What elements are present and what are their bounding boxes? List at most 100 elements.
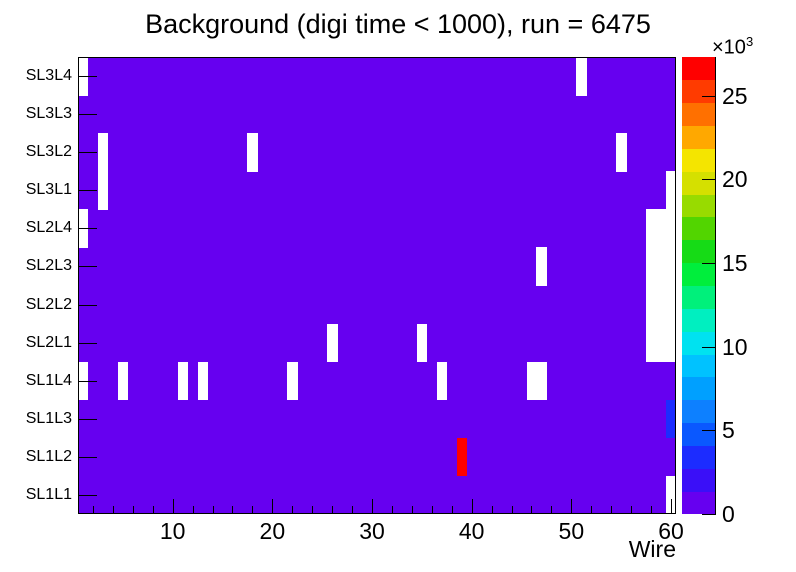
colorbar-segment — [682, 239, 715, 264]
y-axis-tick — [78, 152, 97, 154]
x-axis-minor-tick — [451, 506, 453, 513]
colorbar-segment — [682, 57, 715, 81]
plot-background — [78, 57, 676, 514]
y-axis-label: SL1L3 — [25, 409, 72, 427]
colorbar-axis-line — [715, 57, 716, 514]
colorbar-segment — [682, 262, 715, 286]
x-axis-minor-tick — [112, 506, 114, 513]
y-axis-label: SL2L4 — [25, 219, 72, 237]
y-axis-tick — [78, 418, 97, 420]
y-axis-label: SL1L1 — [25, 485, 72, 503]
x-axis-minor-tick — [611, 506, 613, 513]
heatmap-bin-hot — [666, 399, 677, 439]
heatmap-bin-empty — [666, 171, 677, 210]
colorbar-tick-label: 20 — [722, 166, 748, 193]
heatmap-bin-empty — [536, 361, 547, 401]
y-axis-label: SL1L4 — [25, 371, 72, 389]
x-axis-minor-tick — [192, 506, 194, 513]
heatmap-bin-empty — [646, 247, 657, 286]
plot-frame — [78, 57, 676, 514]
colorbar-segment — [682, 194, 715, 218]
y-axis-tick — [78, 266, 97, 268]
colorbar-segment — [682, 422, 715, 446]
heatmap-bin-empty — [97, 133, 109, 172]
heatmap-bin-empty — [646, 285, 657, 325]
colorbar-segment — [682, 331, 715, 355]
y-axis-tick — [78, 228, 97, 230]
colorbar-segment — [682, 79, 715, 104]
y-axis-tick — [78, 304, 97, 306]
heatmap-bin-empty — [526, 361, 537, 401]
y-axis-label: SL3L2 — [25, 143, 72, 161]
colorbar-tick — [702, 179, 716, 181]
colorbar-segment — [682, 354, 715, 378]
heatmap-bin-empty — [327, 323, 338, 363]
x-axis-minor-tick — [232, 506, 234, 513]
heatmap-bin-empty — [536, 247, 547, 286]
y-axis-tick — [78, 114, 97, 116]
heatmap-bin-empty — [646, 323, 657, 363]
x-axis-major-tick — [272, 499, 274, 513]
heatmap-bin-empty — [287, 361, 298, 401]
x-axis-minor-tick — [212, 506, 214, 513]
x-axis-minor-tick — [292, 506, 294, 513]
heatmap-bin-hot — [456, 437, 468, 477]
x-axis-minor-tick — [352, 506, 354, 513]
colorbar-segment — [682, 285, 715, 309]
heatmap-bin-empty — [247, 133, 258, 172]
colorbar-segment — [682, 148, 715, 172]
colorbar-segment — [682, 491, 715, 515]
x-axis-minor-tick — [411, 506, 413, 513]
colorbar-segment — [682, 216, 715, 241]
y-axis-tick — [78, 76, 97, 78]
colorbar-tick — [702, 262, 716, 264]
x-axis-minor-tick — [312, 506, 314, 513]
x-axis-tick-label: 20 — [259, 518, 286, 544]
y-axis-label: SL3L3 — [25, 105, 72, 123]
heatmap-bin-empty — [666, 475, 677, 515]
y-axis-label: SL2L1 — [25, 333, 72, 351]
y-axis-label: SL3L4 — [25, 67, 72, 85]
colorbar-exponent-label: ×103 — [712, 34, 754, 59]
heatmap-bin-empty — [177, 361, 189, 401]
heatmap-bin-empty — [576, 57, 587, 96]
x-axis-minor-tick — [332, 506, 334, 513]
x-axis-title: Wire — [628, 536, 676, 562]
colorbar-segment — [682, 468, 715, 492]
colorbar-tick-label: 15 — [722, 249, 748, 276]
y-axis-label: SL2L3 — [25, 257, 72, 275]
heatmap-bin-empty — [97, 171, 109, 210]
x-axis-minor-tick — [252, 506, 254, 513]
colorbar-tick — [702, 514, 716, 515]
x-axis-major-tick — [471, 499, 473, 513]
y-axis-label: SL1L2 — [25, 447, 72, 465]
y-axis-tick — [78, 342, 97, 344]
heatmap-bin-empty — [197, 361, 209, 401]
x-axis-minor-tick — [431, 506, 433, 513]
heatmap-bin-empty — [656, 323, 667, 363]
colorbar-tick — [702, 346, 716, 348]
x-axis-minor-tick — [92, 506, 94, 513]
x-axis-minor-tick — [651, 506, 653, 513]
x-axis-tick-label: 50 — [558, 518, 585, 544]
heatmap-bin-empty — [416, 323, 428, 363]
x-axis-minor-tick — [551, 506, 553, 513]
y-axis-label: SL2L2 — [25, 295, 72, 313]
colorbar-tick-label: 10 — [722, 333, 748, 360]
x-axis-major-tick — [372, 499, 374, 513]
x-axis-minor-tick — [531, 506, 533, 513]
heatmap-bin-empty — [656, 209, 667, 248]
y-axis-tick — [78, 380, 97, 382]
heatmap-bin-empty — [666, 323, 677, 363]
heatmap-bin-empty — [656, 247, 667, 286]
heatmap-bin-empty — [117, 361, 129, 401]
y-axis-label: SL3L1 — [25, 181, 72, 199]
colorbar-segment — [682, 399, 715, 424]
heatmap-bin-empty — [656, 285, 667, 325]
colorbar-tick-label: 0 — [722, 501, 735, 527]
colorbar-tick — [702, 95, 716, 97]
heatmap-bin-empty — [646, 209, 657, 248]
colorbar-segment — [682, 102, 715, 127]
x-axis-minor-tick — [491, 506, 493, 513]
x-axis-minor-tick — [152, 506, 154, 513]
